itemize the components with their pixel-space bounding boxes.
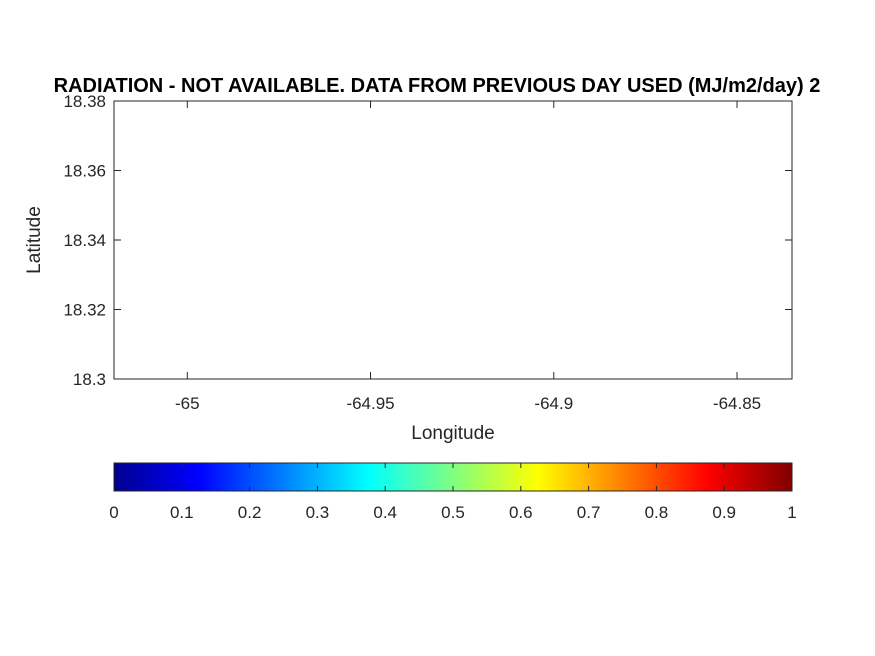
y-tick-label: 18.34 xyxy=(63,231,106,250)
colorbar-ticks: 0 0.1 0.2 0.3 0.4 0.5 0.6 0.7 0.8 0.9 1 xyxy=(109,463,797,522)
x-tick-label: -64.85 xyxy=(713,394,761,413)
x-axis-ticks: -65 -64.95 -64.9 -64.85 xyxy=(175,101,761,413)
plot-frame xyxy=(113,100,793,380)
y-tick-label: 18.36 xyxy=(63,162,106,181)
y-axis-ticks: 18.3 18.32 18.34 18.36 18.38 xyxy=(63,92,792,389)
x-tick-label: -64.9 xyxy=(534,394,573,413)
chart-title: RADIATION - NOT AVAILABLE. DATA FROM PRE… xyxy=(54,75,821,97)
y-axis-label: Latitude xyxy=(24,206,45,274)
y-tick-label: 18.38 xyxy=(63,92,106,111)
x-tick-label: -65 xyxy=(175,394,200,413)
colorbar-tick-label: 0.4 xyxy=(373,503,397,522)
colorbar-tick-label: 0.6 xyxy=(509,503,533,522)
y-tick-label: 18.32 xyxy=(63,301,106,320)
colorbar-tick-label: 0.2 xyxy=(238,503,262,522)
colorbar-tick-label: 0 xyxy=(109,503,118,522)
colorbar-tick-label: 1 xyxy=(787,503,796,522)
plot-axes xyxy=(113,100,793,380)
x-tick-label: -64.95 xyxy=(346,394,394,413)
colorbar-tick-label: 0.7 xyxy=(577,503,601,522)
colorbar-tick-label: 0.8 xyxy=(645,503,669,522)
x-axis-label: Longitude xyxy=(411,423,494,444)
colorbar-tick-label: 0.5 xyxy=(441,503,465,522)
y-tick-label: 18.3 xyxy=(73,370,106,389)
colorbar-tick-label: 0.1 xyxy=(170,503,194,522)
colorbar-tick-label: 0.9 xyxy=(712,503,736,522)
colorbar-tick-label: 0.3 xyxy=(306,503,330,522)
